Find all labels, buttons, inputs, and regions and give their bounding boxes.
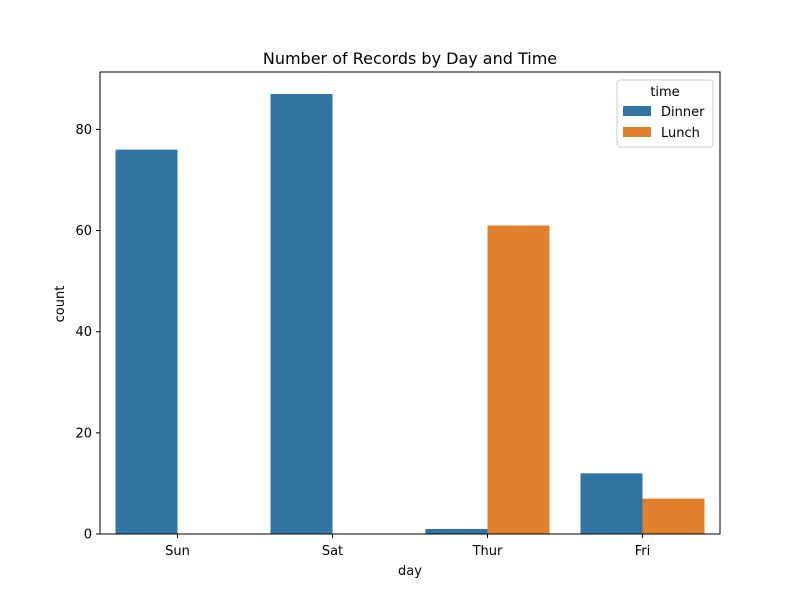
bars bbox=[115, 94, 705, 534]
x-tick-label: Sat bbox=[322, 544, 343, 559]
x-tick-label: Thur bbox=[472, 544, 503, 559]
bar-lunch-fri bbox=[642, 498, 705, 534]
chart-title: Number of Records by Day and Time bbox=[263, 49, 557, 68]
legend: time Dinner Lunch bbox=[616, 79, 714, 148]
y-tick-label: 20 bbox=[75, 426, 92, 441]
x-tick-label: Sun bbox=[165, 544, 190, 559]
legend-swatch-dinner bbox=[623, 106, 651, 116]
legend-label-dinner: Dinner bbox=[661, 105, 705, 120]
bar-dinner-sun bbox=[115, 149, 178, 534]
plot-frame bbox=[99, 71, 721, 535]
y-tick-label: 40 bbox=[75, 325, 92, 340]
legend-label-lunch: Lunch bbox=[661, 126, 700, 141]
x-axis-label: day bbox=[398, 564, 422, 579]
legend-swatch-lunch bbox=[623, 127, 651, 137]
axes: 0 20 40 60 80 Sun Sat Thur Fri bbox=[75, 71, 721, 559]
bar-dinner-sat bbox=[270, 94, 333, 534]
bar-dinner-fri bbox=[580, 473, 643, 534]
legend-title: time bbox=[650, 85, 679, 100]
bar-dinner-thur bbox=[425, 528, 488, 534]
x-tick-label: Fri bbox=[635, 544, 651, 559]
y-axis-label: count bbox=[53, 286, 68, 323]
y-tick-label: 0 bbox=[84, 528, 92, 543]
bar-lunch-thur bbox=[487, 225, 550, 534]
y-tick-label: 80 bbox=[75, 123, 92, 138]
y-tick-label: 60 bbox=[75, 224, 92, 239]
